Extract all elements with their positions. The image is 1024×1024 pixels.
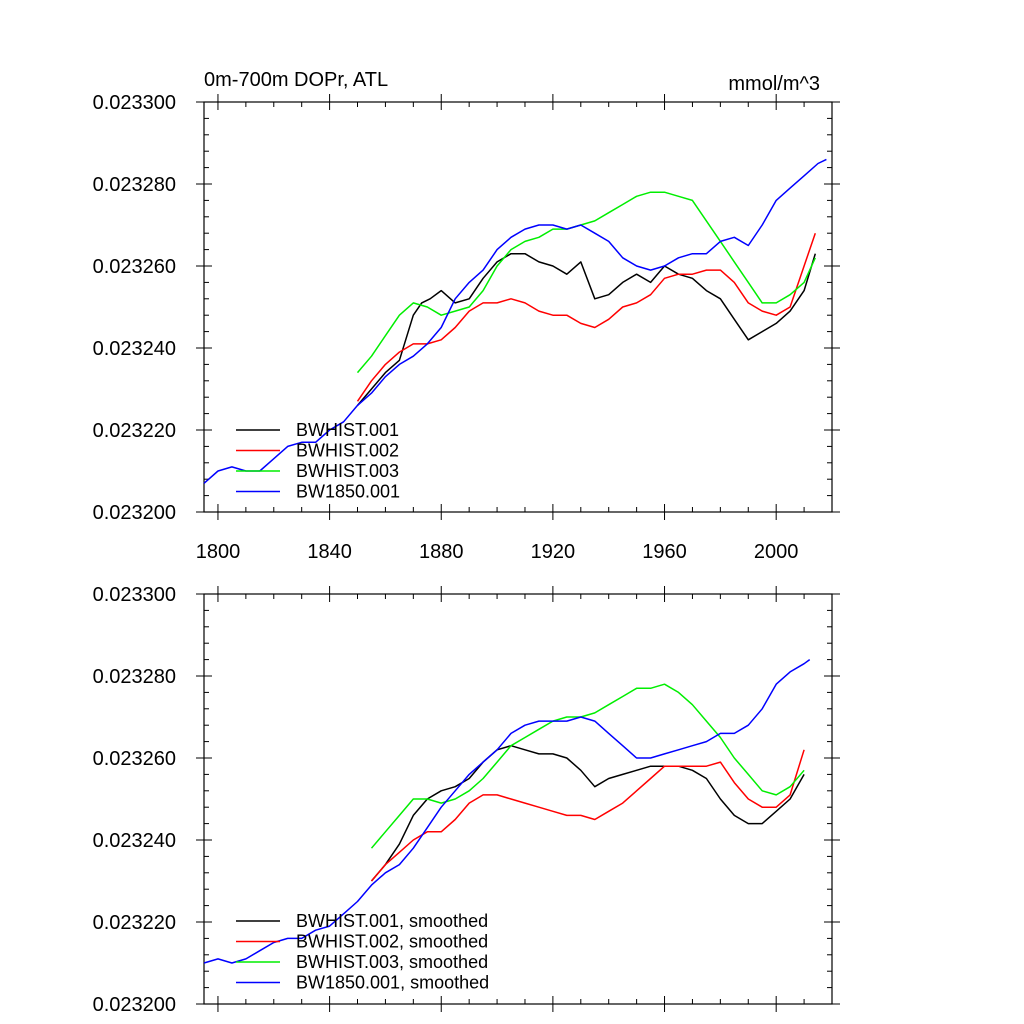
- legend-label: BWHIST.003, smoothed: [296, 952, 488, 972]
- legend-label: BWHIST.001: [296, 420, 399, 440]
- legend-label: BW1850.001: [296, 482, 400, 502]
- legend-label: BWHIST.003: [296, 461, 399, 481]
- chart-title: 0m-700m DOPr, ATL: [204, 69, 388, 91]
- series-line: [370, 744, 805, 882]
- top-panel: 0.023200 0.023220 0.023240 0.023260 0.023280…: [93, 69, 840, 563]
- y-tick-label: 0.023200: [93, 994, 176, 1016]
- legend-label: BW1850.001, smoothed: [296, 973, 489, 993]
- series-line: [356, 252, 817, 406]
- y-tick-label: 0.023240: [93, 338, 176, 360]
- series-line: [370, 683, 805, 849]
- x-tick-label: 1920: [531, 541, 576, 563]
- legend-label: BWHIST.001, smoothed: [296, 911, 488, 931]
- x-tick-label: 1800: [196, 541, 241, 563]
- series-line: [370, 749, 805, 882]
- y-tick-label: 0.023300: [93, 92, 176, 114]
- y-tick-label: 0.023220: [93, 912, 176, 934]
- y-tick-label: 0.023220: [93, 420, 176, 442]
- y-tick-label: 0.023280: [93, 666, 176, 688]
- series-line: [203, 658, 811, 964]
- y-tick-label: 0.023240: [93, 830, 176, 852]
- y-tick-label: 0.023280: [93, 174, 176, 196]
- x-tick-label: 1880: [419, 541, 464, 563]
- plot-frame: [203, 593, 833, 1005]
- legend-label: BWHIST.002, smoothed: [296, 932, 488, 952]
- plot-frame: [203, 101, 833, 513]
- bottom-panel: 0.023200 0.023220 0.023240 0.023260 0.023280…: [93, 584, 840, 1016]
- x-tick-label: 2000: [754, 541, 799, 563]
- y-tick-label: 0.023200: [93, 502, 176, 524]
- units-label: mmol/m^3: [728, 73, 820, 95]
- legend-label: BWHIST.002: [296, 441, 399, 461]
- x-tick-label: 1960: [642, 541, 687, 563]
- y-tick-label: 0.023260: [93, 256, 176, 278]
- y-tick-label: 0.023260: [93, 748, 176, 770]
- x-tick-label: 1840: [307, 541, 352, 563]
- series-line: [203, 158, 827, 484]
- y-tick-label: 0.023300: [93, 584, 176, 606]
- series-line: [356, 191, 816, 374]
- series-line: [356, 232, 817, 402]
